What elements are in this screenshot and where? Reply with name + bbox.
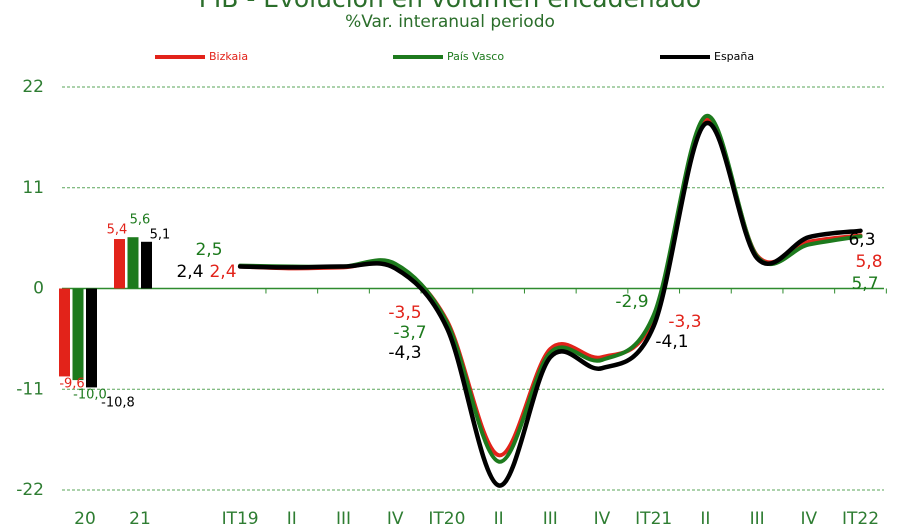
data-label: -10,0	[73, 388, 107, 403]
x-tick-label: IT22	[842, 509, 879, 529]
line	[237, 120, 863, 488]
x-tick-label: 21	[129, 509, 151, 529]
bar	[114, 239, 125, 289]
x-tick-label: III	[336, 509, 351, 529]
data-label: -10,8	[101, 396, 135, 411]
bar	[127, 237, 139, 289]
x-tick-label: II	[494, 509, 504, 529]
data-label: 5,6	[130, 213, 151, 228]
x-tick-label: IV	[387, 509, 404, 529]
y-tick-label: 11	[22, 178, 44, 198]
data-label: -3,3	[668, 312, 701, 332]
data-label: -9,6	[59, 377, 84, 392]
bar	[59, 288, 70, 377]
line	[238, 117, 863, 458]
bar	[86, 288, 97, 388]
data-label: -3,5	[388, 303, 421, 323]
x-tick-label: II	[287, 509, 297, 529]
y-tick-label: -22	[16, 480, 44, 500]
bar	[141, 241, 152, 289]
bar	[72, 288, 84, 381]
data-label: 2,4	[176, 262, 203, 282]
x-tick-label: IT19	[222, 509, 259, 529]
chart-title: PIB - Evolución en volumen encadenado	[199, 0, 701, 13]
x-tick-label: II	[700, 509, 710, 529]
data-label: 5,7	[851, 274, 878, 294]
data-label: 2,5	[195, 240, 222, 260]
x-tick-label: IV	[800, 509, 817, 529]
data-label: 2,4	[209, 262, 236, 282]
data-label: -4,3	[388, 343, 421, 363]
data-label: 6,3	[848, 230, 875, 250]
legend-label: Bizkaia	[209, 50, 248, 63]
x-tick-label: IV	[594, 509, 611, 529]
data-label: -3,7	[393, 323, 426, 343]
x-tick-label: IT20	[428, 509, 465, 529]
x-tick-label: III	[543, 509, 558, 529]
data-label: 5,4	[107, 223, 128, 238]
legend-label: País Vasco	[447, 50, 504, 63]
y-tick-label: 22	[22, 77, 44, 97]
data-label: -2,9	[615, 292, 648, 312]
y-tick-label: -11	[16, 379, 44, 399]
y-tick-label: 0	[33, 279, 44, 299]
data-label: 5,8	[855, 252, 882, 272]
data-label: 5,1	[150, 228, 171, 243]
x-tick-label: 20	[74, 509, 96, 529]
x-tick-label: IT21	[635, 509, 672, 529]
x-tick-label: III	[750, 509, 765, 529]
legend-label: España	[714, 50, 754, 63]
data-label: -4,1	[655, 332, 688, 352]
chart-subtitle: %Var. interanual periodo	[345, 12, 555, 32]
